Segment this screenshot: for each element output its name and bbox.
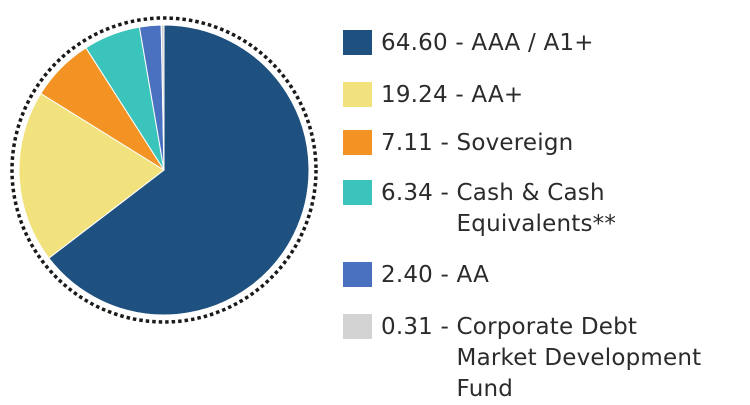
legend-swatch	[343, 314, 372, 339]
legend-value: 0.31	[381, 314, 434, 340]
legend-item-aaa: 64.60 - AAA / A1+	[343, 28, 594, 59]
legend-label: Cash & Cash Equivalents**	[456, 180, 617, 237]
legend-swatch	[343, 130, 372, 155]
legend-swatch	[343, 180, 372, 205]
legend-separator: -	[433, 314, 457, 340]
pie-chart	[0, 0, 330, 330]
legend-value: 7.11	[381, 130, 434, 156]
legend-label: AA+	[471, 82, 524, 108]
legend-label: Corporate Debt Market Development Fund	[456, 314, 702, 402]
legend-item-corporate-debt: 0.31 - Corporate Debt Market Development…	[343, 312, 701, 405]
pie-svg	[10, 16, 318, 324]
legend-swatch	[343, 82, 372, 107]
slice-corporate-debt	[160, 24, 165, 171]
legend-separator: -	[433, 262, 457, 288]
legend-value: 64.60	[381, 30, 448, 56]
legend-swatch	[343, 262, 372, 287]
legend-item-aa-plus: 19.24 - AA+	[343, 80, 523, 111]
slice-aa-plus	[18, 92, 165, 259]
legend-item-aa: 2.40 - AA	[343, 260, 489, 291]
legend-label: AA	[456, 262, 490, 288]
slice-aaa-a1plus	[48, 24, 310, 316]
legend-value: 6.34	[381, 180, 434, 206]
legend-separator: -	[433, 130, 457, 156]
legend-swatch	[343, 30, 372, 55]
legend-label: Sovereign	[456, 130, 574, 156]
legend-value: 19.24	[381, 82, 448, 108]
legend-item-cash: 6.34 - Cash & Cash Equivalents**	[343, 178, 616, 240]
legend-separator: -	[447, 30, 472, 56]
legend-item-sovereign: 7.11 - Sovereign	[343, 128, 573, 159]
pie-dotted-border	[10, 16, 318, 324]
legend-value: 2.40	[381, 262, 434, 288]
legend-label: AAA / A1+	[471, 30, 594, 56]
legend-separator: -	[433, 180, 457, 206]
legend-separator: -	[447, 82, 472, 108]
